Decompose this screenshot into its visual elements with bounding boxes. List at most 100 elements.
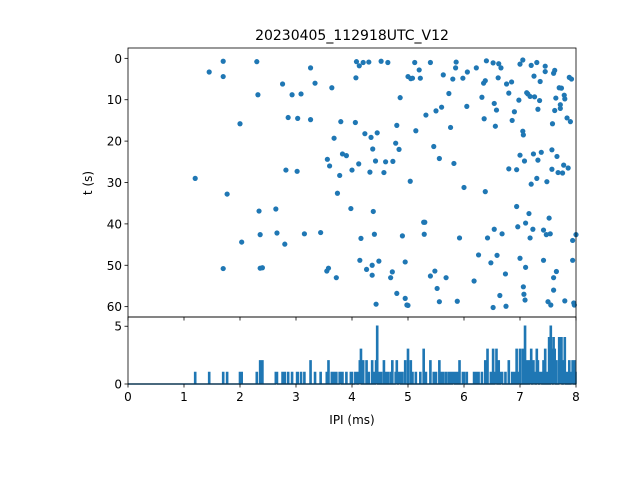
scatter-point [307,65,314,71]
scatter-point [334,190,341,196]
scatter-point [421,231,427,237]
scatter-point [471,278,477,284]
scatter-point [407,178,413,184]
scatter-point [446,90,452,97]
scatter-point [312,80,318,86]
scatter-point [546,215,552,221]
scatter-point [534,175,540,181]
histogram-x-tick-label: 6 [460,390,468,404]
scatter-point [515,224,521,230]
scatter-point [528,62,534,68]
scatter-point [482,78,488,84]
scatter-point [464,103,470,109]
scatter-point [559,170,566,176]
scatter-point [537,97,543,104]
scatter-point [331,135,337,141]
scatter-y-ticks: 0 10 20 30 40 50 60 [107,52,128,314]
chart-title: 20230405_112918UTC_V12 [255,28,449,44]
scatter-point [540,227,547,233]
scatter-point [490,60,496,66]
scatter-point [439,104,445,110]
scatter-point [257,232,263,238]
scatter-point [239,239,245,245]
scatter-point [339,151,346,157]
scatter-point [460,75,466,81]
scatter-point [520,132,526,138]
histogram-y-ticks: 05 [114,320,128,392]
scatter-point [481,116,487,122]
scatter-point [557,105,563,112]
scatter-point [273,206,279,212]
scatter-point [523,220,529,226]
histogram-y-tick-label: 0 [114,378,122,392]
scatter-point [427,59,433,66]
scatter-point [542,63,548,69]
scatter-point [338,119,344,125]
scatter-point [497,292,503,299]
scatter-points [192,57,579,311]
scatter-point [561,162,567,168]
scatter-point [503,81,510,87]
scatter-point [381,169,387,176]
scatter-y-tick-label: 30 [107,176,122,190]
scatter-point [405,302,411,309]
scatter-point [369,262,375,268]
scatter-point [327,163,333,169]
scatter-point [337,172,343,179]
scatter-point [307,117,314,123]
scatter-point [357,257,363,263]
scatter-point [503,303,509,309]
scatter-point [551,275,557,281]
scatter-y-tick-label: 0 [114,52,122,66]
scatter-point [431,143,437,150]
scatter-y-tick-label: 40 [107,217,122,231]
scatter-point [368,134,374,140]
scatter-point [451,160,457,167]
scatter-point [484,235,491,241]
scatter-point [434,285,440,292]
scatter-point [552,107,558,114]
scatter-point [565,165,571,171]
scatter-point [301,231,307,237]
scatter-point [378,58,384,64]
scatter-point [369,272,375,278]
scatter-point [440,72,446,78]
scatter-point [453,59,459,65]
scatter-point [329,85,335,91]
scatter-point [473,65,479,71]
scatter-y-tick-label: 20 [107,135,122,149]
scatter-point [413,128,419,134]
scatter-point [283,167,289,173]
histogram-x-tick-label: 4 [348,390,356,404]
scatter-point [289,92,295,98]
scatter-point [521,158,528,164]
scatter-point [363,266,370,273]
scatter-point [520,57,526,63]
scatter-y-tick-label: 50 [107,259,122,273]
scatter-point [530,226,536,232]
scatter-point [554,153,560,160]
scatter-point [567,119,574,125]
scatter-point [527,93,533,100]
scatter-point [294,168,300,174]
scatter-point [535,106,541,112]
scatter-point [528,181,534,187]
histogram-x-ticks: 0 1 2 3 4 5 6 7 8 [124,384,580,404]
scatter-point [514,203,520,210]
scatter-point [298,91,304,97]
scatter-point [447,124,454,131]
scatter-y-axis-label: t (s) [81,171,95,195]
scatter-point [454,298,460,304]
scatter-point [383,159,389,165]
scatter-point [568,76,575,82]
scatter-point [483,58,489,64]
scatter-point [499,231,505,237]
scatter-point [373,301,379,307]
scatter-point [390,158,396,164]
scatter-point [206,69,212,75]
scatter-point [370,146,376,152]
scatter-point [412,59,418,66]
scatter-point [318,229,324,236]
scatter-point [282,241,288,247]
